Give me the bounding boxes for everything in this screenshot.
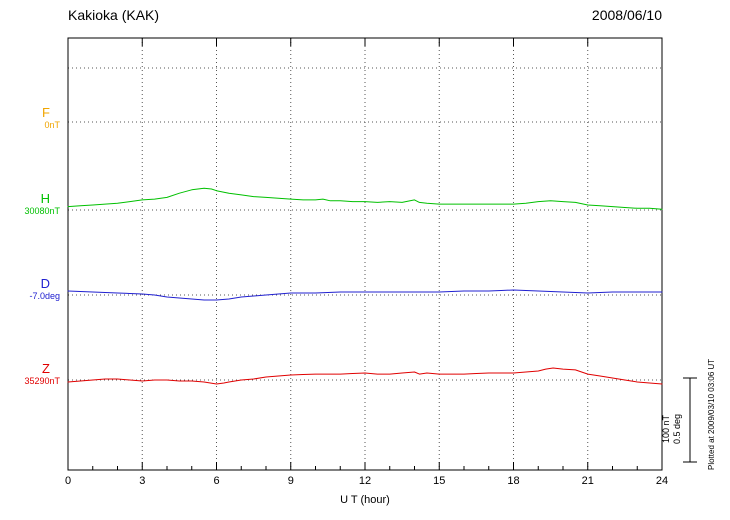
scale-label-nt: 100 nT xyxy=(661,414,671,444)
x-tick-label: 3 xyxy=(139,475,146,487)
series-letter-h: H xyxy=(40,191,50,206)
x-axis-label: U T (hour) xyxy=(340,494,390,506)
date-label: 2008/06/10 xyxy=(591,7,662,23)
series-baseline-h: 30080nT xyxy=(24,206,60,216)
series-letter-z: Z xyxy=(42,361,50,376)
series-label-f: F 0nT xyxy=(0,106,62,131)
x-tick-label: 21 xyxy=(581,475,594,487)
scale-label-deg: 0.5 deg xyxy=(672,413,682,445)
series-baseline-d: -7.0deg xyxy=(29,291,60,301)
x-tick-label: 24 xyxy=(655,475,669,487)
series-baseline-z: 35290nT xyxy=(24,376,60,386)
series-letter-f: F xyxy=(42,105,50,120)
x-tick-label: 6 xyxy=(213,475,220,487)
x-tick-label: 0 xyxy=(64,475,72,487)
x-tick-label: 9 xyxy=(287,475,294,487)
series-label-d: D -7.0deg xyxy=(0,277,62,302)
scale-bar-labels: 100 nT 0.5 deg xyxy=(661,390,683,468)
series-label-z: Z 35290nT xyxy=(0,362,62,387)
series-baseline-f: 0nT xyxy=(44,120,60,130)
x-tick-label: 18 xyxy=(507,475,520,487)
series-label-h: H 30080nT xyxy=(0,192,62,217)
page-title: Kakioka (KAK) xyxy=(68,7,160,23)
plotted-at-note: Plotted at 2009/03/10 03:06 UT xyxy=(707,358,716,470)
series-letter-d: D xyxy=(40,276,50,291)
x-tick-label: 12 xyxy=(358,475,372,487)
x-tick-label: 15 xyxy=(433,475,446,487)
